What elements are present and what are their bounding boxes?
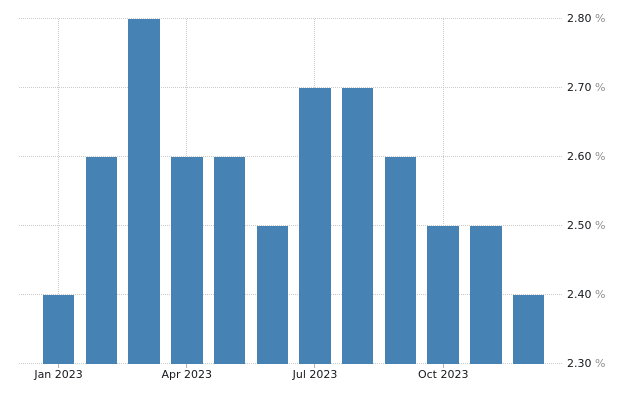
y-axis-label: 2.60 % [567,150,605,164]
y-axis-label: 2.50 % [567,219,605,233]
x-axis-label: Oct 2023 [417,368,469,381]
y-tick-value: 2.80 [567,11,592,25]
bar[interactable] [470,225,502,364]
y-tick-value: 2.30 [567,356,592,370]
bar[interactable] [512,294,545,364]
y-tick-unit: % [591,80,606,94]
x-axis-label: Jan 2023 [34,368,83,381]
y-tick-unit: % [591,218,606,232]
bar[interactable] [384,156,417,364]
y-axis-label: 2.40 % [567,288,605,302]
y-tick-unit: % [591,356,606,370]
bar[interactable] [213,156,246,364]
y-axis-label: 2.30 % [567,357,605,371]
y-tick-value: 2.60 [567,149,592,163]
y-tick-value: 2.40 [567,287,592,301]
y-tick-unit: % [591,287,606,301]
x-axis-tick [314,363,316,368]
y-gridline [19,18,562,19]
y-tick-value: 2.50 [567,218,592,232]
y-gridline [19,225,562,226]
x-axis-label: Apr 2023 [161,368,213,381]
x-axis-tick [186,363,188,368]
y-axis-label: 2.80 % [567,12,605,26]
x-axis-tick [442,363,444,368]
y-gridline [19,156,562,157]
x-gridline [58,18,60,364]
bar[interactable] [256,225,288,364]
bar[interactable] [427,225,459,364]
y-tick-unit: % [591,11,606,25]
bar[interactable] [341,87,374,364]
bar[interactable] [42,294,75,364]
bar[interactable] [85,156,118,364]
y-gridline [19,87,562,88]
y-gridline [19,294,562,295]
y-tick-value: 2.70 [567,80,592,94]
y-tick-unit: % [591,149,606,163]
bar[interactable] [128,18,160,364]
y-gridline [19,363,562,364]
x-gridline [442,18,444,364]
x-axis-label: Jul 2023 [292,368,338,381]
y-axis-label: 2.70 % [567,81,605,95]
bar[interactable] [299,87,331,364]
bar[interactable] [171,156,203,364]
x-axis-tick [58,363,60,368]
